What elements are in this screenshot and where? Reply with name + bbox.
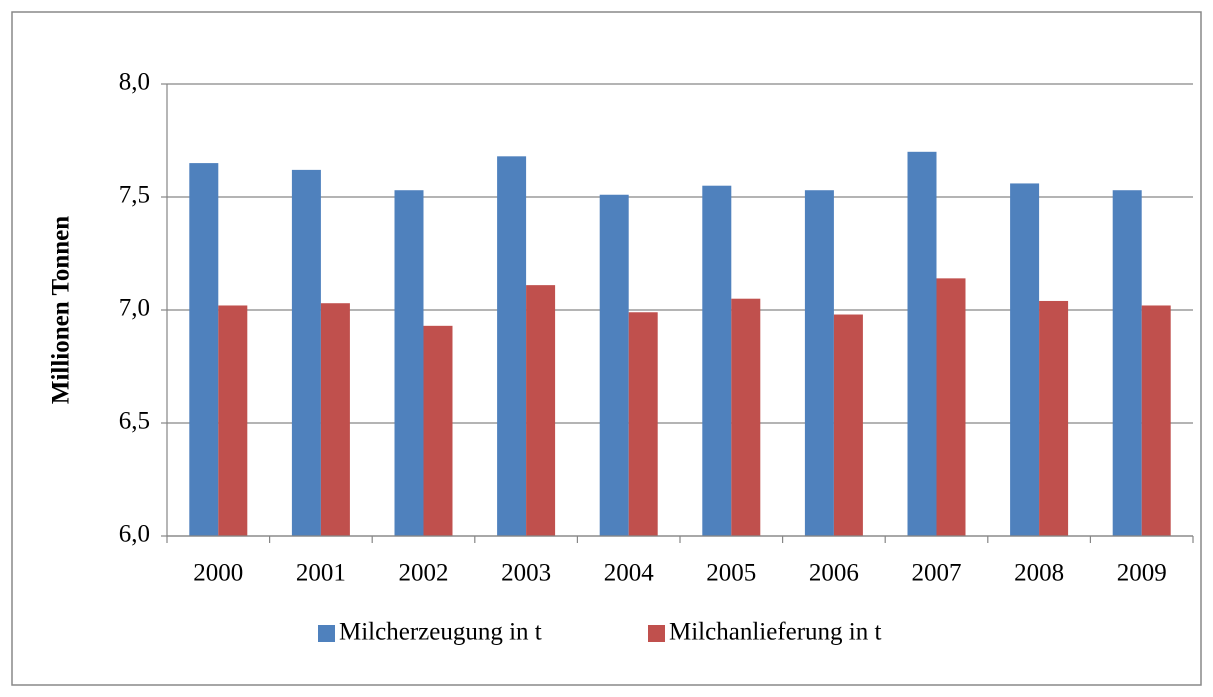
bar	[291, 169, 321, 536]
bar	[731, 298, 761, 536]
bar	[599, 194, 629, 537]
x-tick-label: 2009	[1117, 560, 1167, 587]
bar	[804, 190, 834, 536]
bar	[702, 185, 732, 536]
x-tick-label: 2004	[604, 560, 655, 587]
bar	[628, 312, 658, 536]
y-tick-label: 7,5	[119, 182, 150, 209]
y-tick-label: 6,0	[119, 521, 150, 548]
bar	[189, 163, 219, 536]
bar	[218, 305, 248, 536]
bar	[1010, 183, 1040, 536]
y-tick-label: 7,0	[119, 295, 150, 322]
x-tick-label: 2007	[912, 560, 962, 587]
legend-swatch	[648, 625, 665, 642]
x-tick-label: 2006	[809, 560, 859, 587]
bar	[907, 151, 937, 537]
y-tick-label: 8,0	[119, 69, 150, 96]
x-tick-label: 2003	[501, 560, 551, 587]
bar	[423, 325, 453, 536]
x-tick-label: 2000	[193, 560, 243, 587]
bar	[497, 156, 527, 536]
bar	[526, 285, 556, 536]
bar	[833, 314, 863, 536]
x-tick-label: 2001	[296, 560, 346, 587]
y-tick-label: 6,5	[119, 408, 150, 435]
legend-label: Milcherzeugung in t	[339, 619, 542, 646]
x-tick-label: 2008	[1014, 560, 1064, 587]
bar	[320, 303, 350, 536]
legend-label: Milchanlieferung in t	[669, 619, 881, 646]
x-tick-label: 2002	[399, 560, 449, 587]
bar	[1039, 300, 1069, 536]
bar	[1112, 190, 1142, 536]
legend-swatch	[318, 625, 335, 642]
x-tick-label: 2005	[706, 560, 756, 587]
bar	[936, 278, 966, 536]
bar	[394, 190, 424, 536]
bar	[1141, 305, 1171, 536]
y-axis-label: Millionen Tonnen	[48, 216, 75, 404]
